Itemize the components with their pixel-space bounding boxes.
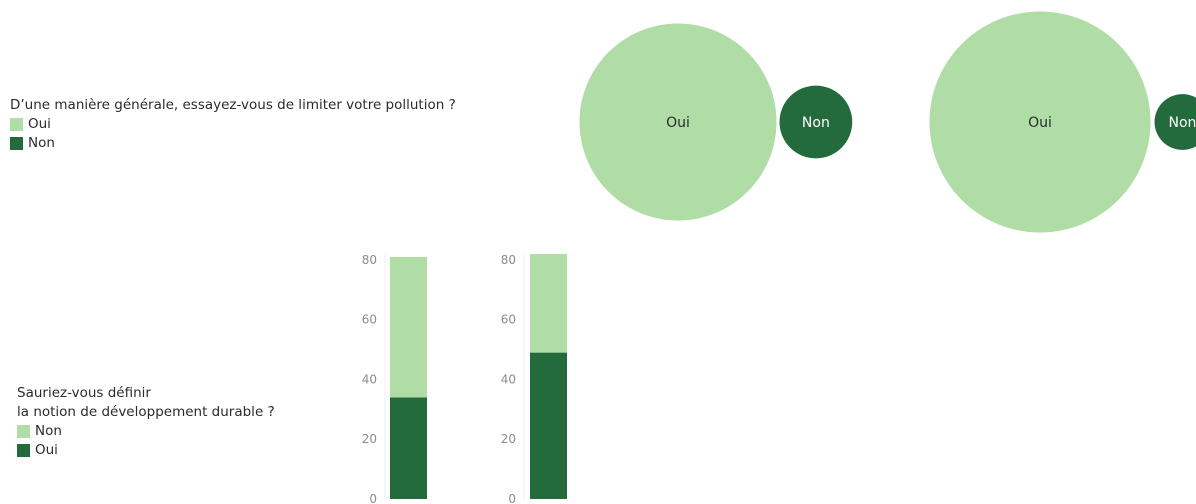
legend-item-oui[interactable]: Oui xyxy=(10,115,456,134)
bubble-non xyxy=(779,85,853,159)
y-tick-label: 60 xyxy=(362,313,377,327)
legend-swatch-oui xyxy=(10,118,23,131)
legend-pollution-title: D’une manière générale, essayez-vous de … xyxy=(10,97,456,113)
bubble-label-oui: Oui xyxy=(1028,115,1052,131)
y-tick-label: 20 xyxy=(362,432,377,446)
bubble-oui xyxy=(579,23,777,221)
y-tick-label: 40 xyxy=(501,372,516,386)
legend-item-non[interactable]: Non xyxy=(17,422,275,441)
legend-developpement-durable: Sauriez-vous définir la notion de dévelo… xyxy=(17,384,275,460)
bar-segment-non xyxy=(530,254,567,353)
y-tick-label: 0 xyxy=(508,492,516,504)
bar-segment-oui xyxy=(390,397,427,499)
bubble-label-non: Non xyxy=(802,115,830,131)
y-tick-label: 0 xyxy=(369,492,377,504)
legend-item-non[interactable]: Non xyxy=(10,134,456,153)
bubble-label-non: Non xyxy=(1168,115,1196,131)
y-tick-label: 40 xyxy=(362,372,377,386)
legend-label-non: Non xyxy=(28,135,55,151)
legend-label-oui: Oui xyxy=(28,116,51,132)
bubble-oui xyxy=(929,11,1151,233)
bar-segment-non xyxy=(390,256,427,398)
legend-swatch-non xyxy=(10,137,23,150)
legend-dd-title-line2: la notion de développement durable ? xyxy=(17,404,275,420)
legend-dd-title-line1: Sauriez-vous définir xyxy=(17,385,151,401)
legend-label-oui: Oui xyxy=(35,442,58,458)
bubble-non xyxy=(1154,94,1196,150)
legend-swatch-non xyxy=(17,425,30,438)
legend-swatch-oui xyxy=(17,444,30,457)
legend-pollution: D’une manière générale, essayez-vous de … xyxy=(10,96,456,153)
legend-item-oui[interactable]: Oui xyxy=(17,441,275,460)
y-tick-label: 60 xyxy=(501,313,516,327)
y-tick-label: 80 xyxy=(501,253,516,267)
legend-label-non: Non xyxy=(35,423,62,439)
y-tick-label: 80 xyxy=(362,253,377,267)
bubble-label-oui: Oui xyxy=(666,115,690,131)
y-tick-label: 20 xyxy=(501,432,516,446)
bar-segment-oui xyxy=(530,352,567,499)
